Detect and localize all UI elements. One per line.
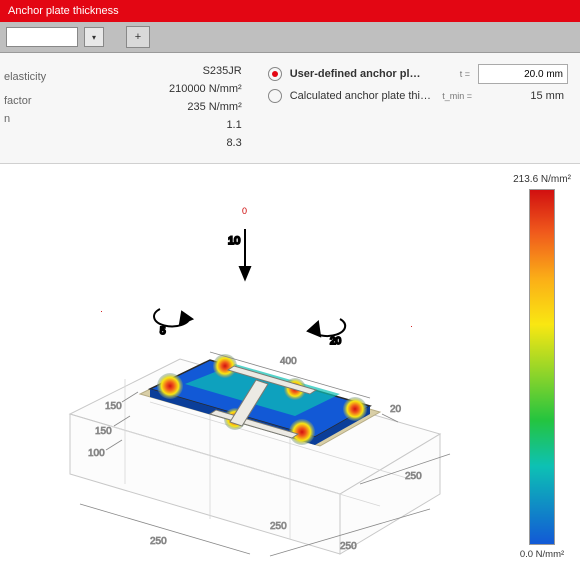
model-viewer[interactable]: 10 5 20 0 ·· 400 150 150 100 20 250 250 … (0, 164, 580, 580)
svg-text:250: 250 (270, 521, 287, 532)
option-sublabel: t = (460, 69, 470, 79)
prop-value: 235 N/mm² (128, 101, 242, 113)
prop-value: 210000 N/mm² (128, 83, 242, 95)
radio-icon (268, 89, 282, 103)
plus-icon: + (135, 31, 141, 43)
prop-value: 8.3 (128, 137, 242, 149)
window-titlebar: Anchor plate thickness (0, 0, 580, 22)
colorbar-max-label: 213.6 N/mm² (513, 174, 571, 185)
option-calculated[interactable]: Calculated anchor plate thick… t_min = 1… (268, 85, 568, 107)
prop-values-column: S235JR 210000 N/mm² 235 N/mm² 1.1 8.3 (128, 53, 248, 163)
option-label: User-defined anchor pl… (290, 68, 421, 80)
radio-icon (268, 67, 282, 81)
option-sublabel: t_min = (442, 91, 472, 101)
svg-text:·: · (100, 306, 103, 316)
calculated-thickness-value: 15 mm (480, 90, 568, 102)
toolbar: ▾ + (0, 22, 580, 53)
window-title: Anchor plate thickness (8, 5, 119, 17)
svg-text:20: 20 (330, 336, 342, 347)
option-user-defined[interactable]: User-defined anchor pl… t = (268, 63, 568, 85)
colorbar-gradient (529, 189, 555, 545)
prop-labels-column: elasticity factor n (0, 53, 128, 163)
prop-label: n (4, 113, 128, 125)
toolbar-dropdown[interactable]: ▾ (84, 27, 104, 47)
svg-text:250: 250 (340, 541, 357, 552)
toolbar-search-input[interactable] (6, 27, 78, 47)
svg-text:400: 400 (280, 356, 297, 367)
svg-text:·: · (410, 321, 413, 331)
svg-text:20: 20 (390, 404, 402, 415)
svg-text:100: 100 (88, 448, 105, 459)
anchor-plate-3d-model: 10 5 20 0 ·· 400 150 150 100 20 250 250 … (10, 184, 480, 564)
svg-text:0: 0 (242, 206, 247, 216)
prop-label: factor (4, 95, 128, 107)
colorbar-min-label: 0.0 N/mm² (520, 549, 564, 560)
thickness-options: User-defined anchor pl… t = Calculated a… (248, 53, 580, 163)
toolbar-add-button[interactable]: + (126, 26, 150, 48)
chevron-down-icon: ▾ (92, 33, 96, 42)
option-label: Calculated anchor plate thick… (290, 90, 435, 102)
thickness-input[interactable] (478, 64, 568, 84)
svg-text:150: 150 (95, 426, 112, 437)
prop-value: S235JR (128, 65, 242, 77)
properties-panel: elasticity factor n S235JR 210000 N/mm² … (0, 53, 580, 164)
svg-text:250: 250 (405, 471, 422, 482)
svg-text:10: 10 (228, 235, 240, 247)
prop-label: elasticity (4, 71, 128, 83)
prop-value: 1.1 (128, 119, 242, 131)
svg-text:5: 5 (160, 326, 166, 337)
svg-text:250: 250 (150, 536, 167, 547)
svg-text:150: 150 (105, 401, 122, 412)
stress-colorbar: 213.6 N/mm² 0.0 N/mm² (524, 174, 560, 560)
